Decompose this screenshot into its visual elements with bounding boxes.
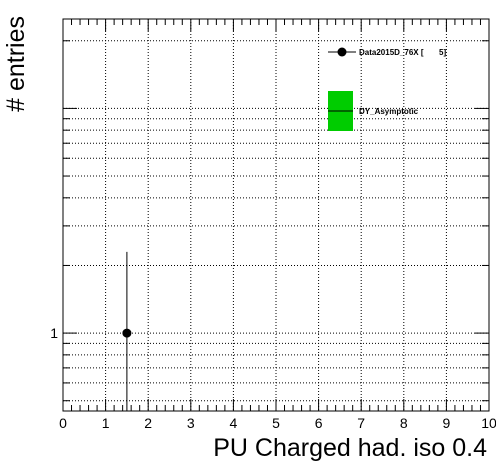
legend-marker-point: [337, 47, 347, 57]
data-marks: [122, 251, 132, 411]
legend: Data2015D_76X [ 5] DY_Asymptotic: [328, 47, 446, 131]
y-tick-label: 1: [50, 325, 58, 341]
x-tick-label: 3: [187, 415, 195, 431]
x-tick-label: 1: [102, 415, 110, 431]
x-tick-label: 5: [272, 415, 280, 431]
x-tick-labels: 0 1 2 3 4 5 6 7 8 9 10: [59, 415, 496, 431]
x-tick-label: 6: [315, 415, 323, 431]
data-point: [122, 328, 132, 338]
x-tick-label: 2: [144, 415, 152, 431]
axis-ticks: [62, 19, 490, 411]
x-tick-label: 10: [481, 415, 496, 431]
legend-label: Data2015D_76X [ 5]: [359, 48, 446, 57]
legend-label: DY_Asymptotic: [359, 107, 419, 116]
x-tick-label: 0: [59, 415, 67, 431]
grid: [63, 19, 489, 411]
x-tick-label: 8: [400, 415, 408, 431]
y-axis-label: # entries: [2, 16, 30, 112]
x-axis-label: PU Charged had. iso 0.4: [213, 434, 487, 462]
x-tick-label: 7: [357, 415, 365, 431]
y-tick-labels: 1: [50, 325, 58, 341]
x-tick-label: 4: [230, 415, 238, 431]
x-tick-label: 9: [443, 415, 451, 431]
